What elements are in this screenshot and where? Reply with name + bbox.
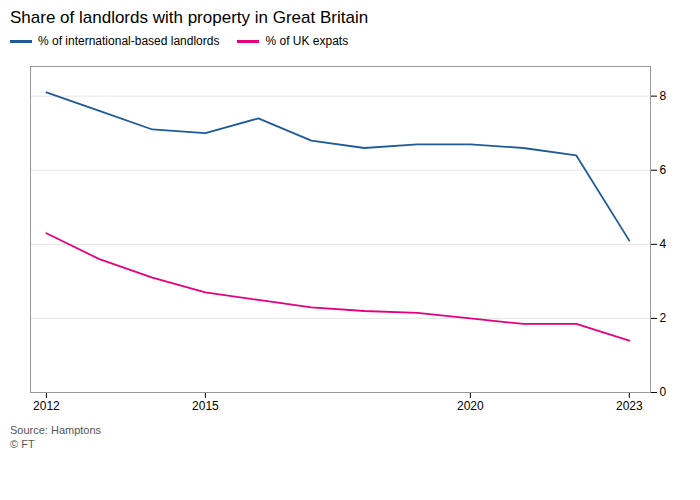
html-text:Source: Hamptons: Source: Hamptons (10, 424, 102, 436)
svg-text:2: 2 (660, 311, 667, 325)
svg-text:2023: 2023 (616, 399, 643, 413)
svg-text:2015: 2015 (192, 399, 219, 413)
html-text:© FT: © FT (10, 438, 35, 450)
svg-text:2012: 2012 (33, 399, 60, 413)
svg-text:6: 6 (660, 163, 667, 177)
svg-text:8: 8 (660, 89, 667, 103)
html-text:% of UK expats: % of UK expats (265, 34, 349, 48)
html-text:Share of landlords with proper: Share of landlords with property in Grea… (10, 8, 369, 27)
svg-text:2020: 2020 (457, 399, 484, 413)
svg-text:4: 4 (660, 237, 667, 251)
html-text:% of international-based landl: % of international-based landlords (38, 34, 220, 48)
svg-text:0: 0 (660, 385, 667, 399)
